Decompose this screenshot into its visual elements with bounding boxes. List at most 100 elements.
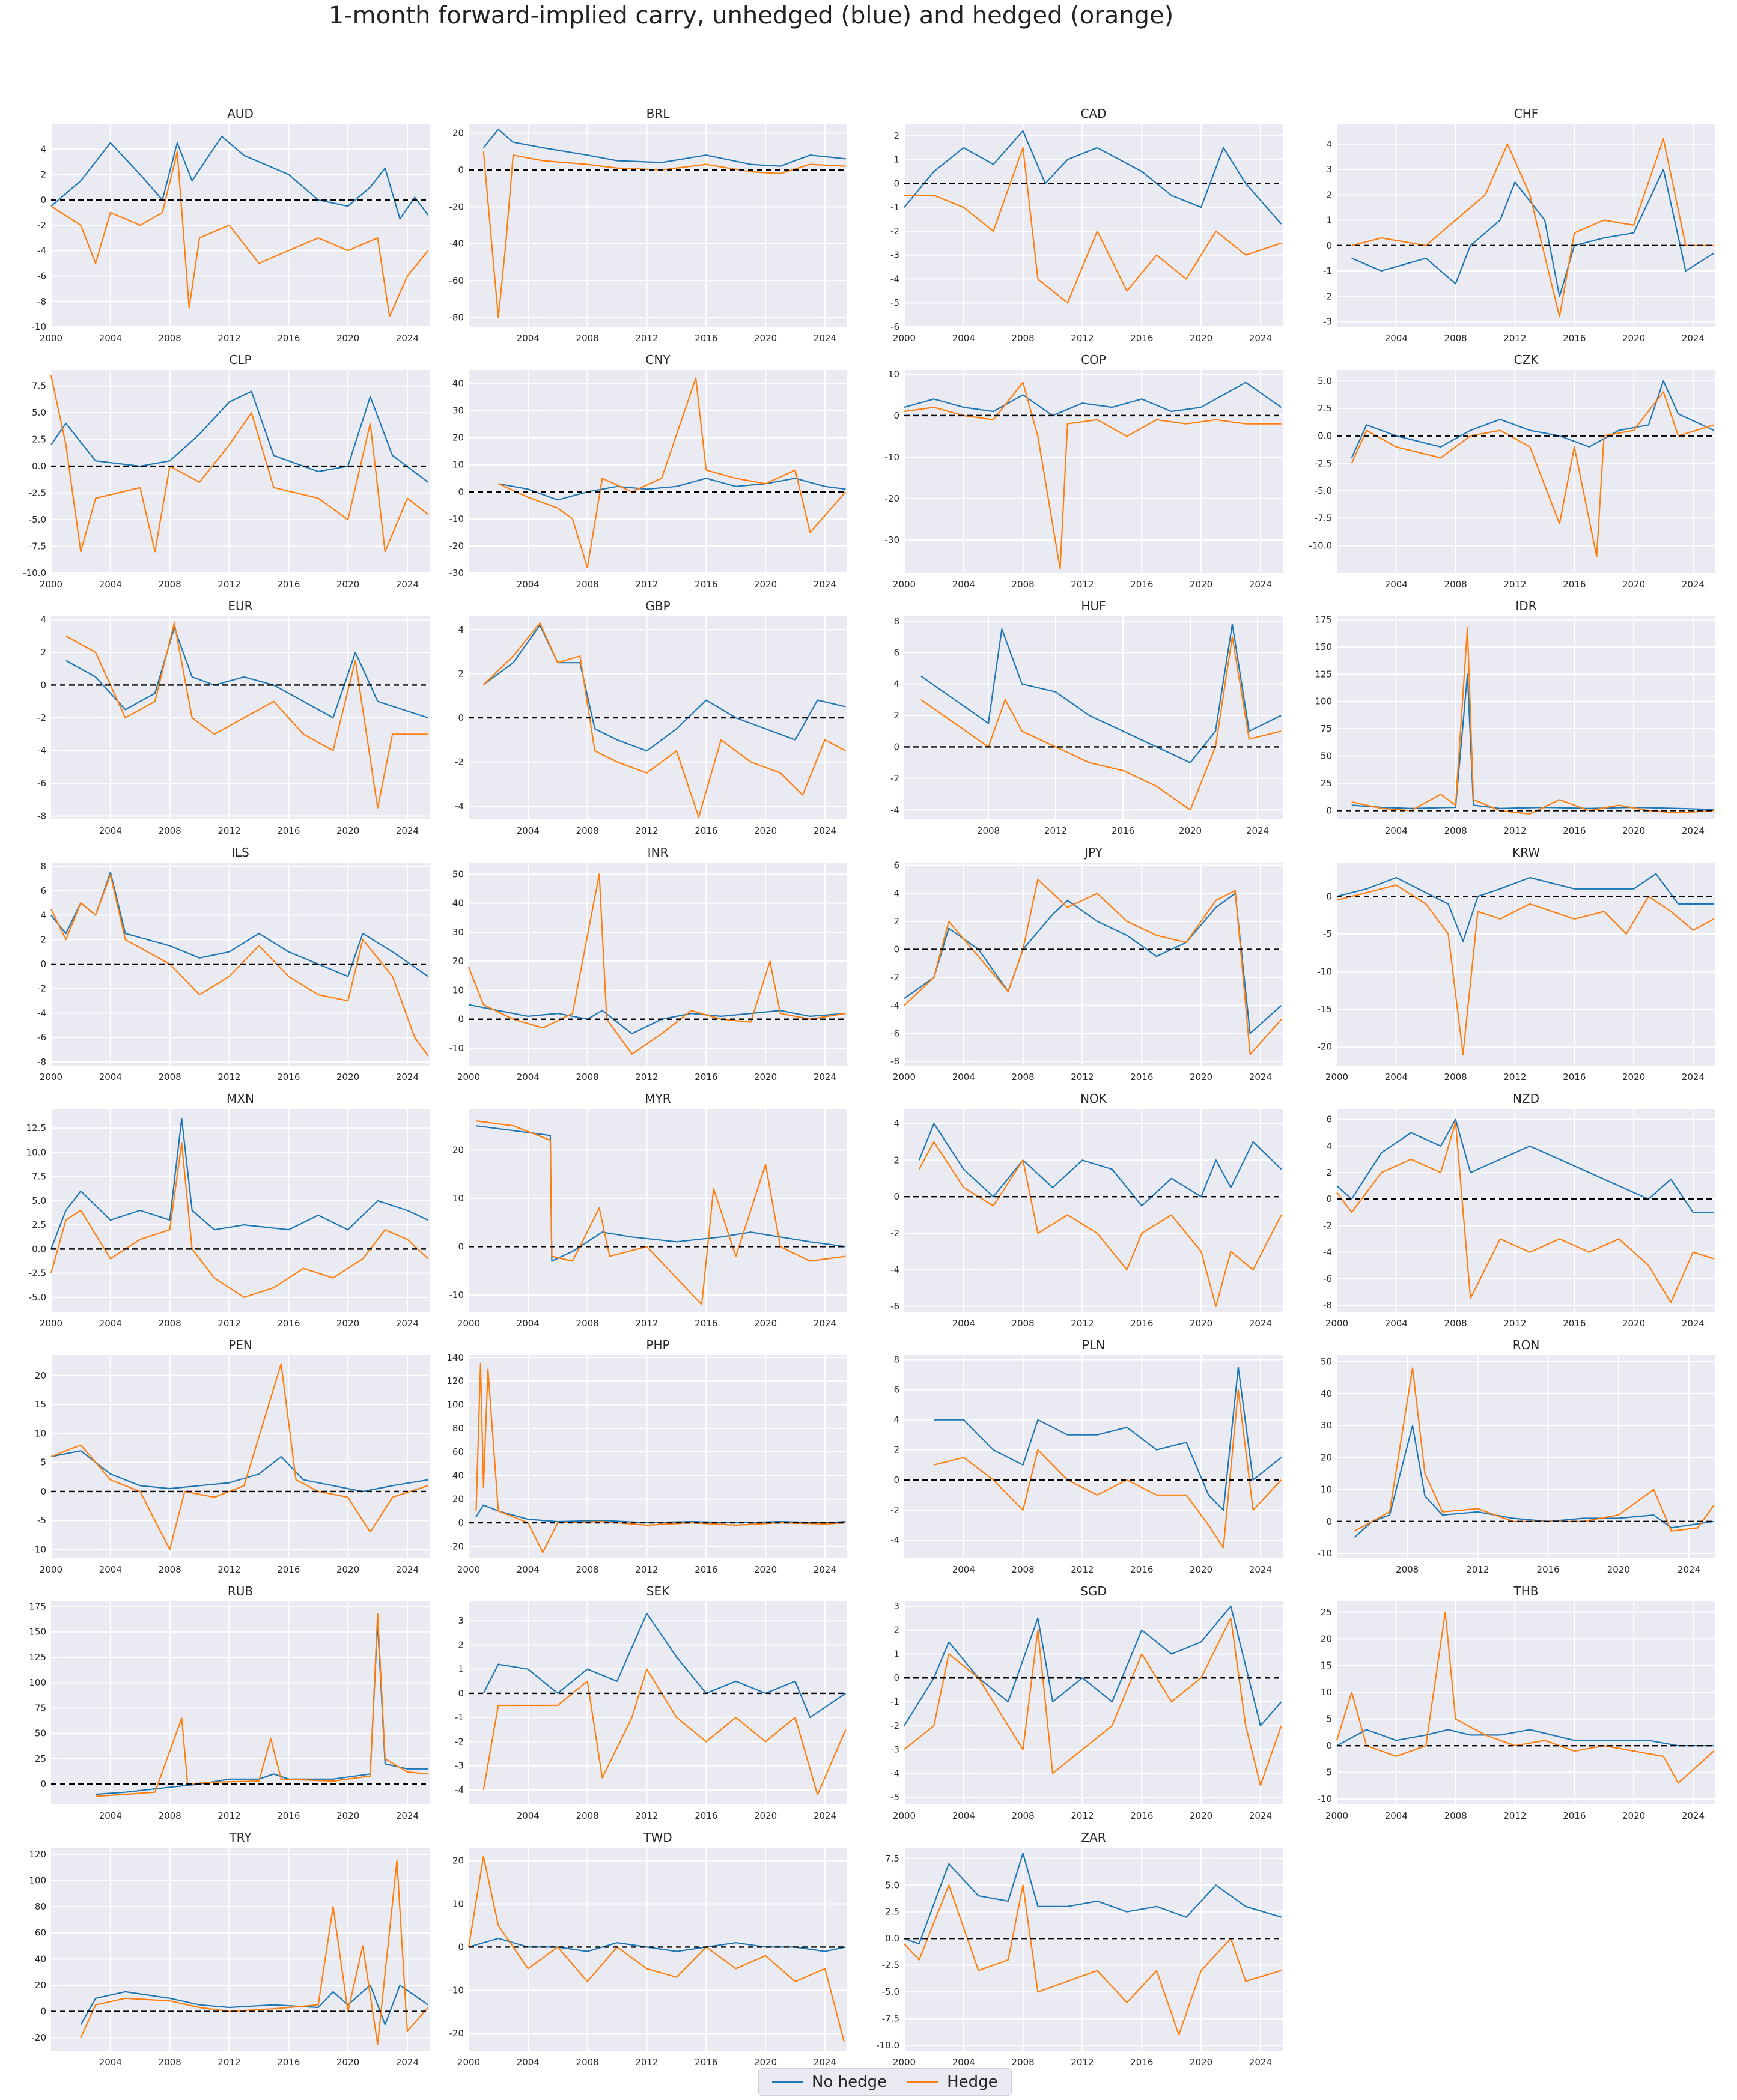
panel-sek: 3 2 1 0 -1 -2 -3 -4 2004 2008 2012 2016 2020 2024 SEK xyxy=(455,1584,847,1821)
y-tick-label: 0.0 xyxy=(885,1933,899,1944)
y-tick-label: -30 xyxy=(885,535,900,545)
x-tick-label: 2000 xyxy=(1325,1072,1348,1082)
y-tick-label: 2 xyxy=(893,1625,899,1636)
panel-title: PEN xyxy=(228,1338,252,1352)
y-tick-label: 5 xyxy=(40,1457,46,1468)
y-tick-label: -7.5 xyxy=(29,541,46,552)
y-tick-label: 3 xyxy=(1326,164,1332,175)
y-tick-label: 0 xyxy=(893,1191,899,1202)
x-tick-label: 2020 xyxy=(1622,1318,1645,1329)
x-tick-label: 2016 xyxy=(277,1072,300,1082)
panel-title: COP xyxy=(1081,353,1106,367)
x-tick-label: 2000 xyxy=(40,1318,62,1329)
x-tick-label: 2008 xyxy=(576,825,599,836)
x-tick-label: 2016 xyxy=(277,579,300,590)
x-tick-label: 2008 xyxy=(1444,333,1467,344)
y-tick-label: 100 xyxy=(29,1677,46,1688)
y-tick-label: -4 xyxy=(890,1768,899,1779)
x-tick-label: 2024 xyxy=(396,333,419,344)
panel-background xyxy=(904,1848,1283,2051)
x-tick-label: 2004 xyxy=(517,579,540,590)
panel-title: NOK xyxy=(1080,1091,1107,1106)
y-tick-label: 100 xyxy=(29,1875,46,1886)
panel-rub: 175 150 125 100 75 50 25 0 2004 2008 2012 2016 2020 2… xyxy=(29,1584,430,1821)
x-tick-label: 2016 xyxy=(1112,825,1134,836)
panel-title: RON xyxy=(1513,1338,1540,1352)
panel-title: MYR xyxy=(645,1091,671,1106)
x-tick-label: 2008 xyxy=(1444,825,1467,836)
series-line-hedge xyxy=(482,622,847,818)
panel-title: ZAR xyxy=(1081,1830,1106,1845)
y-tick-label: 2.5 xyxy=(1318,403,1332,414)
y-tick-label: -4 xyxy=(455,801,464,812)
x-tick-label: 2012 xyxy=(1071,1072,1094,1082)
panel-huf: 8 6 4 2 0 -2 -4 2008 2012 2016 2020 2024 HUF xyxy=(890,599,1283,836)
y-tick-label: -3 xyxy=(890,1744,899,1755)
x-tick-label: 2004 xyxy=(99,2057,122,2068)
y-tick-label: 30 xyxy=(1321,1420,1332,1431)
y-tick-label: 3 xyxy=(458,1615,464,1626)
panel-myr: 20 10 0 -10 2000 2004 2008 2012 2016 2020 2024 MYR xyxy=(449,1091,847,1329)
legend-swatch-no-hedge xyxy=(772,2081,803,2083)
x-tick-label: 2016 xyxy=(1130,333,1153,344)
y-tick-label: -7.5 xyxy=(1315,513,1332,524)
series-line-hedge xyxy=(65,622,428,809)
panel-title: RUB xyxy=(228,1584,253,1598)
panel-title: KRW xyxy=(1512,845,1540,860)
y-tick-label: 10 xyxy=(452,985,464,995)
y-tick-label: -20 xyxy=(449,201,464,212)
panel-thb: 25 20 15 10 5 0 -5 -10 2000 2004 2008 2012 2016 2020 2… xyxy=(1318,1584,1715,1821)
x-tick-label: 2020 xyxy=(754,1072,777,1082)
y-tick-label: 20 xyxy=(452,127,464,138)
y-tick-label: -20 xyxy=(449,541,464,551)
x-tick-label: 2024 xyxy=(1678,1564,1700,1575)
y-tick-label: 5.0 xyxy=(32,407,46,418)
y-tick-label: -10 xyxy=(449,1985,464,1995)
panel-title: BRL xyxy=(646,106,671,121)
x-tick-label: 2016 xyxy=(1563,1318,1586,1329)
panel-title: PHP xyxy=(646,1338,669,1352)
y-tick-label: 2 xyxy=(1326,1167,1332,1178)
y-tick-label: 0 xyxy=(40,959,46,970)
panel-background xyxy=(904,370,1283,573)
y-tick-label: 20 xyxy=(35,1980,46,1991)
series-line-hedge xyxy=(467,1856,845,2042)
x-tick-label: 2020 xyxy=(754,1318,777,1329)
y-tick-label: 3 xyxy=(893,1601,899,1612)
y-tick-label: 20 xyxy=(452,956,464,967)
y-tick-label: -2 xyxy=(37,712,46,723)
series-line-hedge xyxy=(904,381,1282,570)
y-tick-label: -30 xyxy=(449,568,464,578)
y-tick-label: 50 xyxy=(452,869,464,879)
x-tick-label: 2012 xyxy=(635,825,658,836)
y-tick-label: 0 xyxy=(1326,891,1332,902)
y-tick-label: 10 xyxy=(452,1193,464,1204)
x-tick-label: 2008 xyxy=(159,1318,181,1329)
x-tick-label: 2016 xyxy=(277,825,300,836)
x-tick-label: 2004 xyxy=(1385,1810,1408,1821)
y-tick-label: 6 xyxy=(40,885,46,896)
series-line-hedge xyxy=(1351,391,1714,557)
y-tick-label: -1 xyxy=(1323,266,1332,276)
x-tick-label: 2000 xyxy=(40,1072,62,1082)
x-tick-label: 2012 xyxy=(1071,579,1094,590)
x-tick-label: 2008 xyxy=(159,579,181,590)
y-tick-label: 140 xyxy=(446,1352,464,1363)
x-tick-label: 2008 xyxy=(1012,579,1035,590)
panel-background xyxy=(1337,1109,1715,1312)
x-tick-label: 2012 xyxy=(1071,333,1094,344)
y-tick-label: 8 xyxy=(40,861,46,872)
panel-background xyxy=(469,863,847,1066)
y-tick-label: 2 xyxy=(458,1639,464,1650)
panel-title: NZD xyxy=(1513,1091,1539,1106)
y-tick-label: 0 xyxy=(893,178,899,189)
x-tick-label: 2020 xyxy=(1607,1564,1630,1575)
x-tick-label: 2020 xyxy=(754,825,777,836)
y-tick-label: 4 xyxy=(40,910,46,921)
y-tick-label: 10 xyxy=(888,369,899,380)
series-line-no-hedge xyxy=(1351,169,1715,297)
x-tick-label: 2016 xyxy=(1563,333,1586,344)
x-tick-label: 2020 xyxy=(1622,333,1645,344)
y-tick-label: -4 xyxy=(890,804,899,815)
x-tick-label: 2008 xyxy=(576,1810,599,1821)
